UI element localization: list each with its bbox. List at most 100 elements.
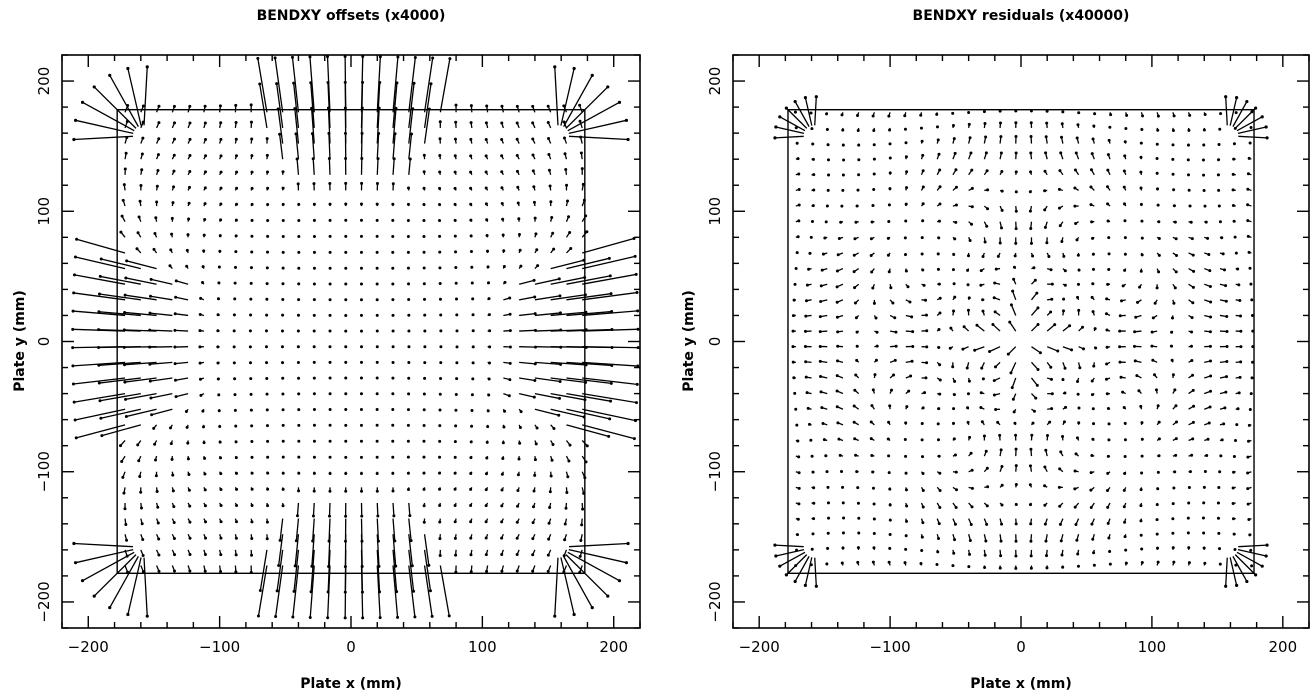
offsets-vector-head (359, 407, 363, 411)
offsets-vector-head (280, 329, 284, 333)
offsets-corner-vector (109, 556, 139, 608)
residuals-x-tick-label: 200 (1268, 638, 1297, 656)
residuals-vector-head (999, 539, 1003, 543)
offsets-vector (423, 109, 431, 144)
residuals-vector-head (1035, 291, 1039, 295)
offsets-vector-head (98, 292, 102, 296)
offsets-vector-head (203, 217, 207, 221)
offsets-vector-head (375, 439, 379, 443)
offsets-vector-head (156, 153, 160, 157)
offsets-vector-head (406, 423, 410, 427)
residuals-vector-head (837, 437, 841, 441)
offsets-vector-head (453, 487, 457, 491)
offsets-vector-head (312, 439, 316, 443)
offsets-vector (328, 518, 331, 542)
residuals-vector-head (979, 283, 983, 287)
offsets-vector-head (359, 423, 363, 427)
offsets-vector-head (328, 266, 332, 270)
offsets-vector-head (258, 588, 262, 592)
residuals-vector-head (1208, 330, 1212, 334)
offsets-vector (360, 56, 364, 113)
residuals-vector-head (1060, 135, 1064, 139)
offsets-vector-head (422, 408, 426, 412)
residuals-vector (1011, 377, 1017, 388)
offsets-vector (125, 294, 157, 301)
offsets-vector-head (563, 538, 567, 542)
offsets-vector-head (375, 471, 379, 475)
residuals-vector-head (999, 448, 1003, 452)
offsets-corner-vector (143, 557, 148, 617)
residuals-vector-head (1106, 219, 1110, 223)
offsets-vector-head (515, 553, 519, 557)
residuals-vector-head (1173, 286, 1177, 290)
offsets-vector-head (469, 186, 473, 190)
offsets-vector-head (634, 419, 638, 423)
residuals-vector-head (1038, 351, 1042, 355)
offsets-vector-head (135, 247, 139, 251)
offsets-corner-vector (93, 554, 137, 597)
offsets-vector-head (422, 266, 426, 270)
residuals-vector-head (1225, 344, 1229, 348)
offsets-vector (550, 276, 585, 285)
offsets-vector-head (219, 456, 223, 460)
residuals-corner-vector-head (1264, 554, 1268, 558)
residuals-vector-head (796, 235, 800, 239)
offsets-vector-head (119, 230, 123, 234)
residuals-vector-head (980, 366, 984, 370)
offsets-vector (534, 295, 561, 301)
offsets-corner-vector (567, 101, 620, 132)
offsets-vector-head (632, 236, 636, 240)
offsets-vector-head (454, 281, 458, 285)
residuals-vector-head (966, 254, 970, 258)
offsets-vector-head (344, 376, 348, 380)
offsets-vector-head (344, 392, 348, 396)
residuals-vector-head (1139, 269, 1143, 273)
residuals-vector-head (988, 350, 992, 354)
residuals-vector-head (937, 152, 941, 156)
offsets-vector-head (470, 424, 474, 428)
offsets-vector-head (508, 378, 512, 382)
offsets-vector (376, 108, 380, 144)
offsets-vector (149, 329, 173, 332)
residuals-vector-head (1107, 138, 1111, 142)
residuals-vector-head (1225, 314, 1229, 318)
offsets-vector-head (502, 249, 506, 253)
offsets-vector-head (500, 154, 504, 158)
residuals-vector-head (1029, 121, 1033, 125)
residuals-vector-head (853, 437, 857, 441)
offsets-vector-head (297, 489, 301, 493)
offsets-vector-head (203, 569, 207, 573)
offsets-vector-head (312, 471, 316, 475)
offsets-vector-head (534, 442, 538, 446)
offsets-vector-head (344, 313, 348, 317)
offsets-vector-head (410, 564, 414, 568)
offsets-vector-head (486, 249, 490, 253)
residuals-vector-head (1153, 301, 1157, 305)
residuals-vector-head (797, 219, 801, 223)
residuals-vector-head (921, 153, 925, 157)
offsets-vector-head (249, 120, 253, 124)
residuals-vector-head (903, 561, 907, 565)
offsets-vector-head (548, 505, 552, 509)
offsets-vector-head (344, 218, 348, 222)
offsets-vector-head (203, 121, 207, 125)
residuals-vector-head (797, 455, 801, 459)
offsets-vector-head (185, 264, 189, 268)
offsets-vector-head (312, 455, 316, 459)
residuals-vector-head (1155, 142, 1159, 146)
offsets-vector-head (312, 298, 316, 302)
residuals-corner-vector-head (774, 554, 778, 558)
residuals-vector-head (905, 504, 909, 508)
residuals-vector-head (949, 326, 953, 330)
offsets-vector-head (469, 121, 473, 125)
offsets-vector-head (125, 538, 129, 542)
offsets-vector-head (471, 313, 475, 317)
residuals-vector-head (1045, 109, 1049, 113)
residuals-vector-head (1208, 389, 1212, 393)
offsets-vector-head (188, 536, 192, 540)
residuals-vector-head (1064, 405, 1068, 409)
offsets-vector (275, 83, 284, 129)
residuals-corner-vector (804, 97, 813, 126)
residuals-vector-head (1187, 486, 1191, 490)
offsets-corner-vector-head (145, 65, 149, 69)
